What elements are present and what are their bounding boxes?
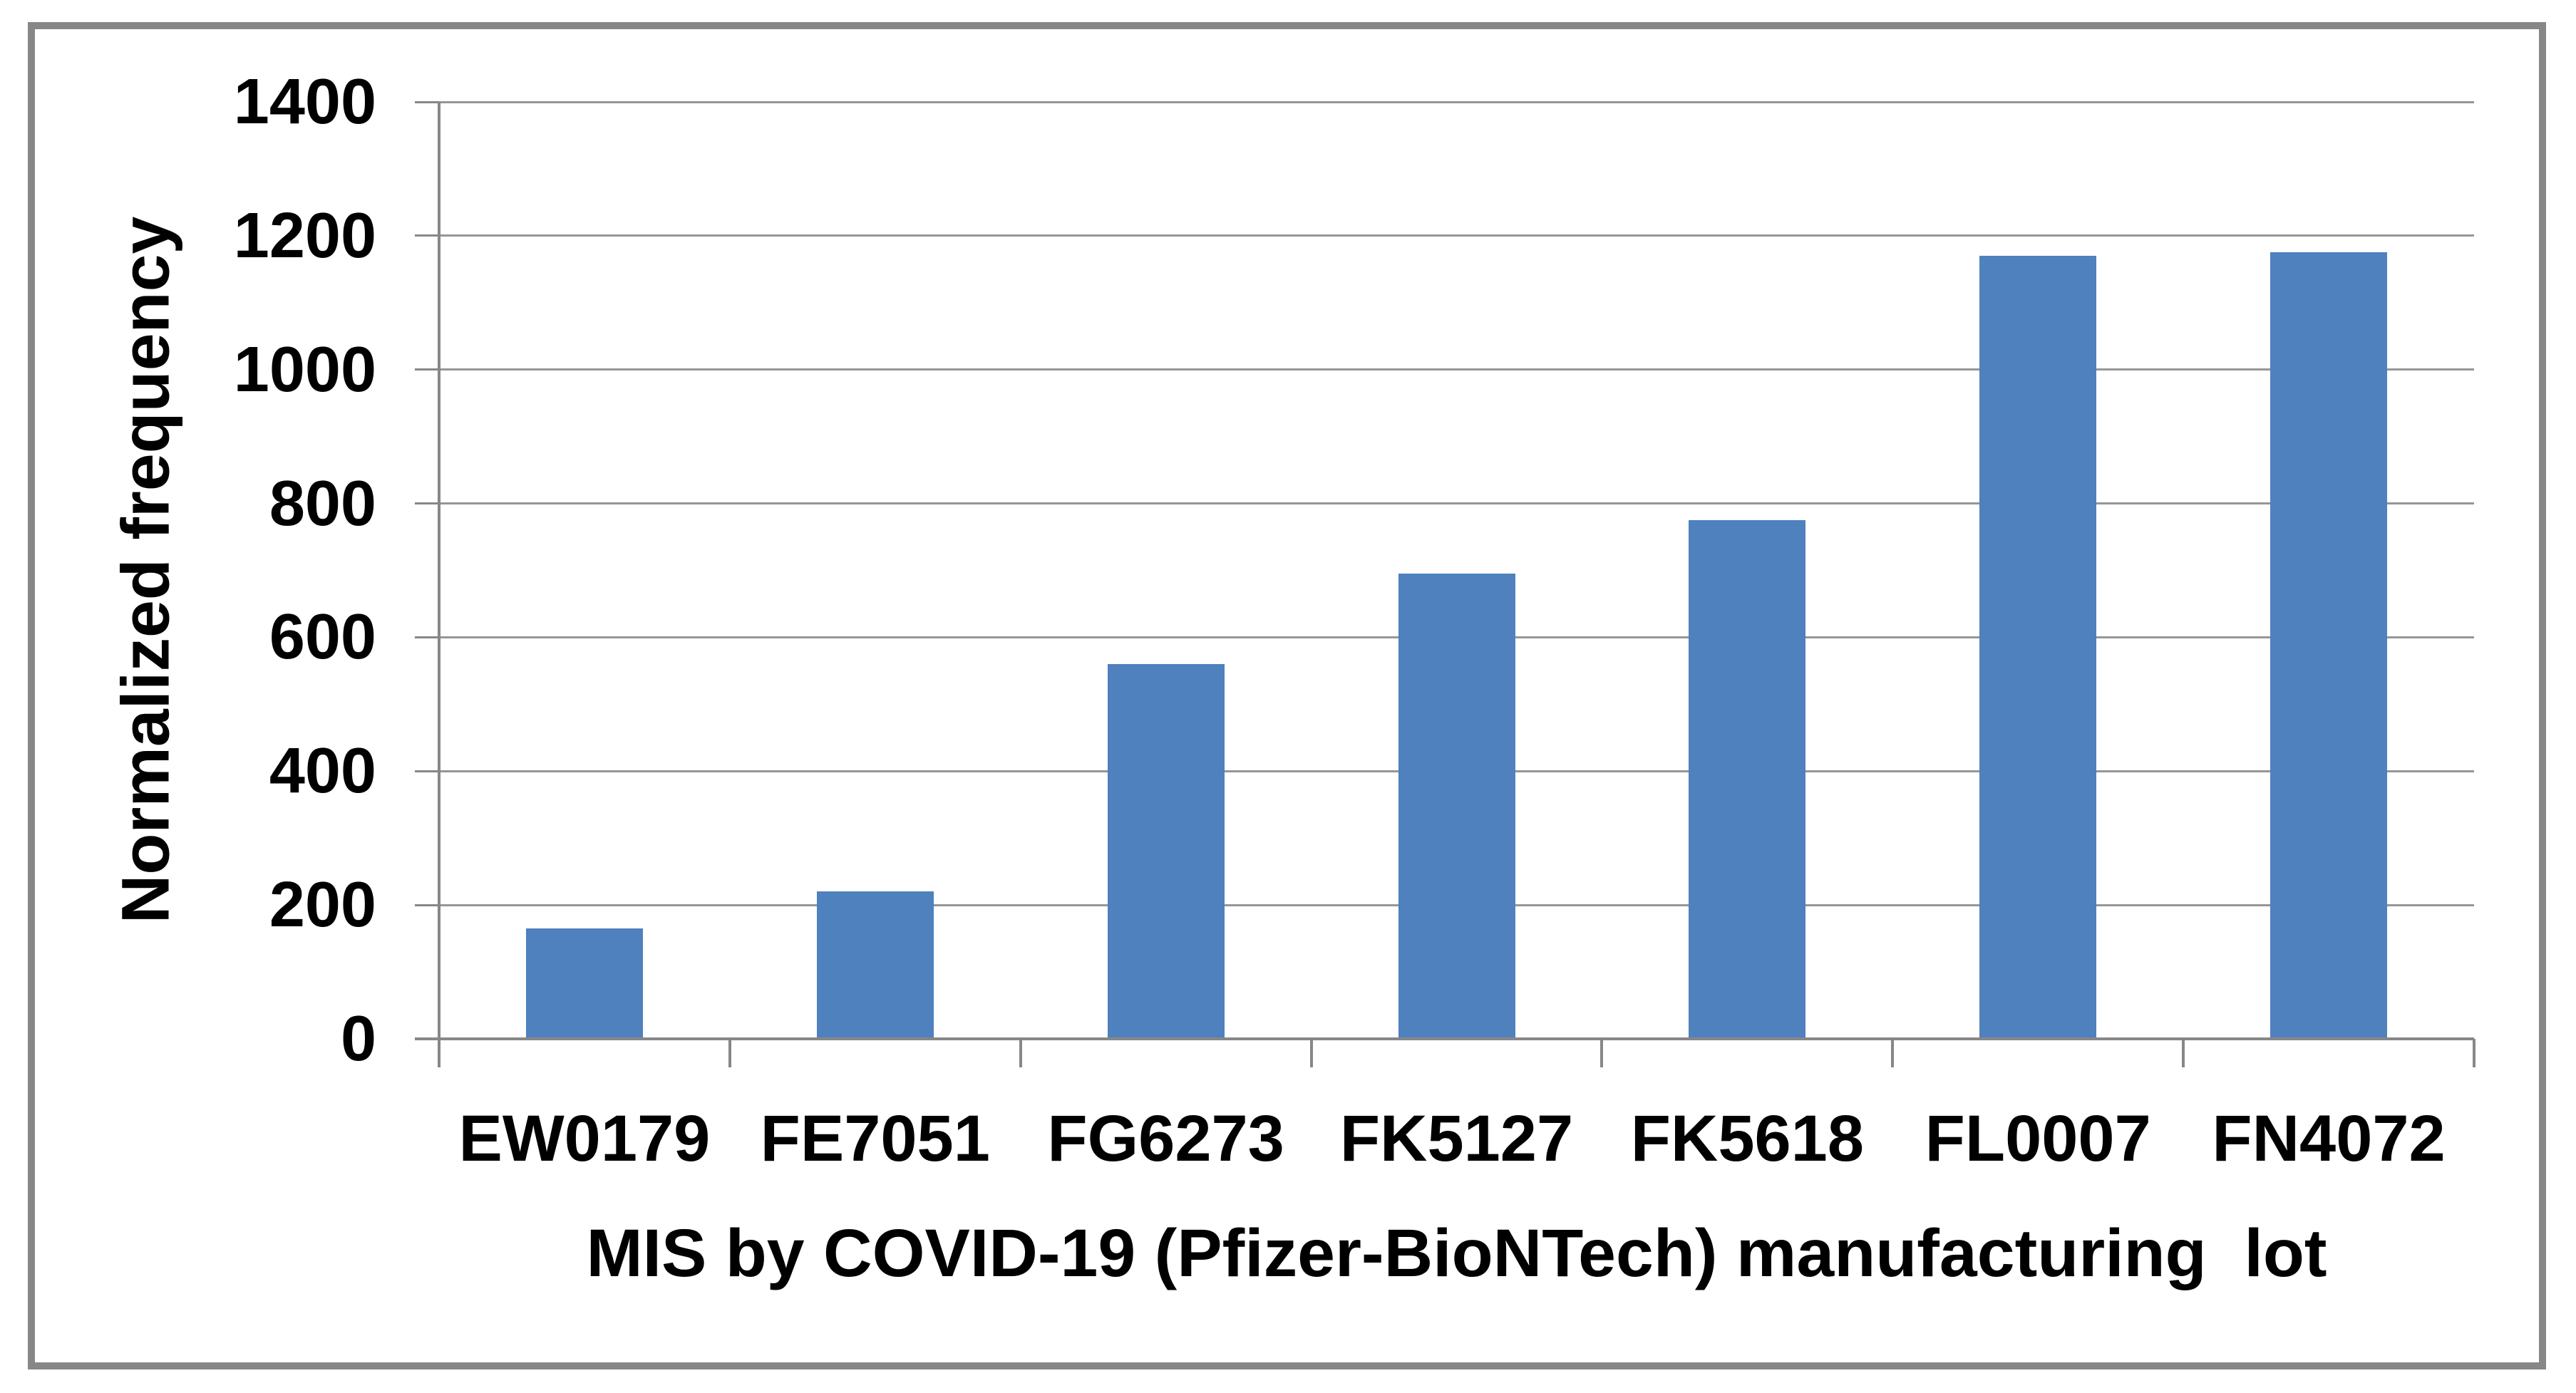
chart-frame [28,22,2546,1369]
x-axis-category-label: FN4072 [2212,1102,2446,1175]
x-axis-line [415,1037,2474,1040]
y-axis-tick-label: 200 [269,869,376,941]
x-axis-tick-mark [1309,1039,1313,1067]
x-axis-category-label: FK5618 [1630,1102,1864,1175]
y-axis-tick-mark [415,636,439,638]
bar [816,891,934,1039]
y-axis-tick-label: 600 [269,601,376,673]
gridline [439,368,2474,371]
y-axis-tick-mark [415,368,439,371]
gridline [439,100,2474,103]
bar [525,928,643,1039]
x-axis-tick-mark [728,1039,731,1067]
x-axis-tick-mark [1600,1039,1604,1067]
y-axis-tick-mark [415,770,439,772]
y-axis-tick-mark [415,234,439,237]
y-axis-tick-label: 0 [340,1003,376,1074]
y-axis-tick-label: 400 [269,735,376,807]
x-axis-category-label: FG6273 [1047,1102,1284,1175]
y-axis-line [438,102,441,1067]
x-axis-category-label: EW0179 [458,1102,711,1175]
x-axis-title: MIS by COVID-19 (Pfizer-BioNTech) manufa… [586,1216,2327,1291]
bar [2270,252,2388,1039]
y-axis-tick-label: 800 [269,467,376,539]
gridline [439,234,2474,237]
y-axis-tick-mark [415,903,439,906]
x-axis-category-label: FK5127 [1339,1102,1574,1175]
x-axis-tick-mark [2473,1039,2475,1067]
y-axis-title: Normalized frequency [108,216,184,924]
y-axis-tick-label: 1200 [233,200,376,271]
y-axis-tick-mark [415,100,439,103]
y-axis-tick-mark [415,502,439,505]
gridline [439,502,2474,505]
y-axis-tick-label: 1400 [233,66,376,138]
x-axis-category-label: FE7051 [760,1102,990,1175]
bar [1979,256,2097,1039]
bar [1689,520,1806,1039]
bar [1398,574,1515,1039]
x-axis-category-label: FL0007 [1925,1102,2151,1175]
bar [1107,664,1225,1039]
x-axis-tick-mark [1019,1039,1022,1067]
x-axis-tick-mark [1891,1039,1895,1067]
x-axis-tick-mark [2182,1039,2185,1067]
y-axis-tick-label: 1000 [233,333,376,405]
